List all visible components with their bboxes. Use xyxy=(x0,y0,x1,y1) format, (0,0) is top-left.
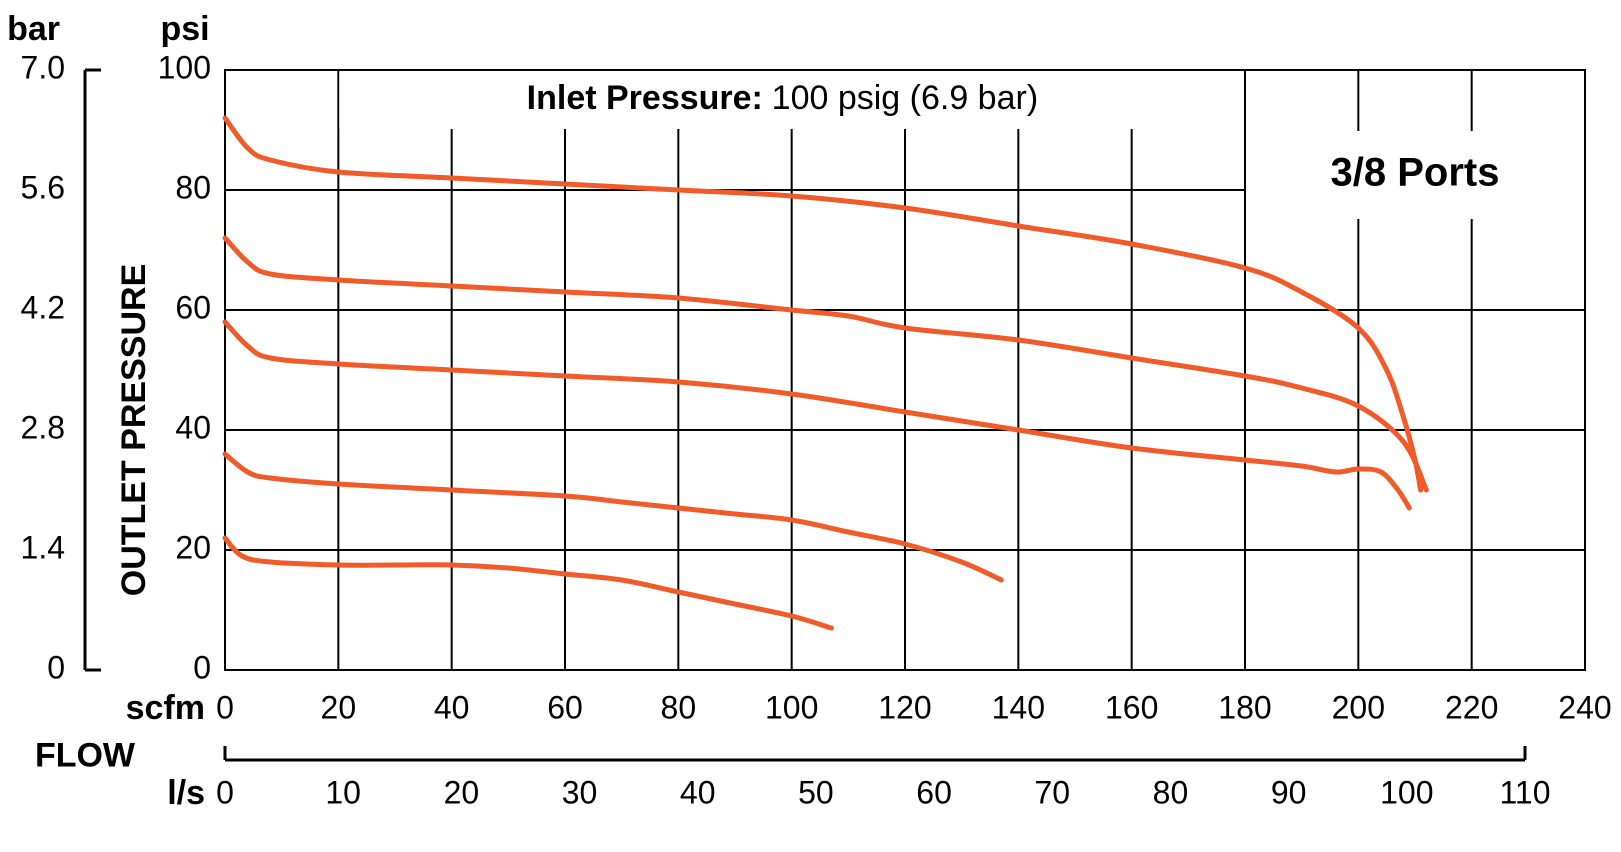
curve-35psi xyxy=(225,454,1001,580)
x-axis-title: FLOW xyxy=(35,736,136,774)
x-ls-tick: 10 xyxy=(325,774,361,810)
x-ls-tick: 70 xyxy=(1034,774,1070,810)
flow-pressure-chart: Inlet Pressure:100 psig (6.9 bar) 3/8 Por… xyxy=(0,0,1621,852)
y-bar-tick: 2.8 xyxy=(21,409,65,445)
chart-svg: Inlet Pressure:100 psig (6.9 bar) 3/8 Por… xyxy=(0,0,1621,852)
x-scfm-tick: 240 xyxy=(1558,689,1611,725)
x-scfm-tick: 140 xyxy=(992,689,1045,725)
y-bar-tick: 4.2 xyxy=(21,289,65,325)
x-scfm-tick: 200 xyxy=(1332,689,1385,725)
y-psi-tick: 80 xyxy=(175,169,211,205)
y-bar-tick: 5.6 xyxy=(21,169,65,205)
curve-58psi xyxy=(225,322,1409,508)
x-scfm-tick: 40 xyxy=(434,689,470,725)
y-psi-tick: 60 xyxy=(175,289,211,325)
x-scfm-tick: 180 xyxy=(1218,689,1271,725)
y-axis-title: OUTLET PRESSURE xyxy=(115,264,153,596)
x-ls-tick: 20 xyxy=(444,774,480,810)
curve-22psi xyxy=(225,538,831,628)
y-psi-tick: 100 xyxy=(158,49,211,85)
y-bar-unit: bar xyxy=(7,10,60,48)
y-psi-unit: psi xyxy=(160,10,209,48)
x-scfm-tick: 60 xyxy=(547,689,583,725)
y-psi-tick: 0 xyxy=(193,649,211,685)
x-ls-tick: 30 xyxy=(562,774,598,810)
x-ls-tick: 60 xyxy=(916,774,952,810)
header-label: Inlet Pressure: xyxy=(527,79,763,117)
x-scfm-tick: 100 xyxy=(765,689,818,725)
x-ls-tick: 90 xyxy=(1271,774,1307,810)
ports-badge: 3/8 Ports xyxy=(1331,151,1500,195)
x-scfm-tick: 80 xyxy=(661,689,697,725)
y-bar-tick: 7.0 xyxy=(21,49,65,85)
curve-90psi xyxy=(225,118,1421,490)
x-ls-tick: 100 xyxy=(1380,774,1433,810)
header-value: 100 psig (6.9 bar) xyxy=(772,79,1039,117)
y-psi-tick: 20 xyxy=(175,529,211,565)
x-ls-tick: 110 xyxy=(1499,774,1550,810)
y-bar-tick: 0 xyxy=(47,649,65,685)
x-ls-unit: l/s xyxy=(167,774,205,812)
x-scfm-tick: 20 xyxy=(321,689,357,725)
x-ls-tick: 80 xyxy=(1153,774,1189,810)
y-psi-tick: 40 xyxy=(175,409,211,445)
x-ls-tick: 40 xyxy=(680,774,716,810)
x-scfm-tick: 120 xyxy=(878,689,931,725)
x-scfm-tick: 0 xyxy=(216,689,234,725)
x-ls-tick: 50 xyxy=(798,774,834,810)
x-scfm-unit: scfm xyxy=(126,689,205,727)
y-bar-tick: 1.4 xyxy=(21,529,65,565)
curve-70psi xyxy=(225,238,1426,490)
x-scfm-tick: 220 xyxy=(1445,689,1498,725)
x-ls-tick: 0 xyxy=(216,774,234,810)
x-scfm-tick: 160 xyxy=(1105,689,1158,725)
